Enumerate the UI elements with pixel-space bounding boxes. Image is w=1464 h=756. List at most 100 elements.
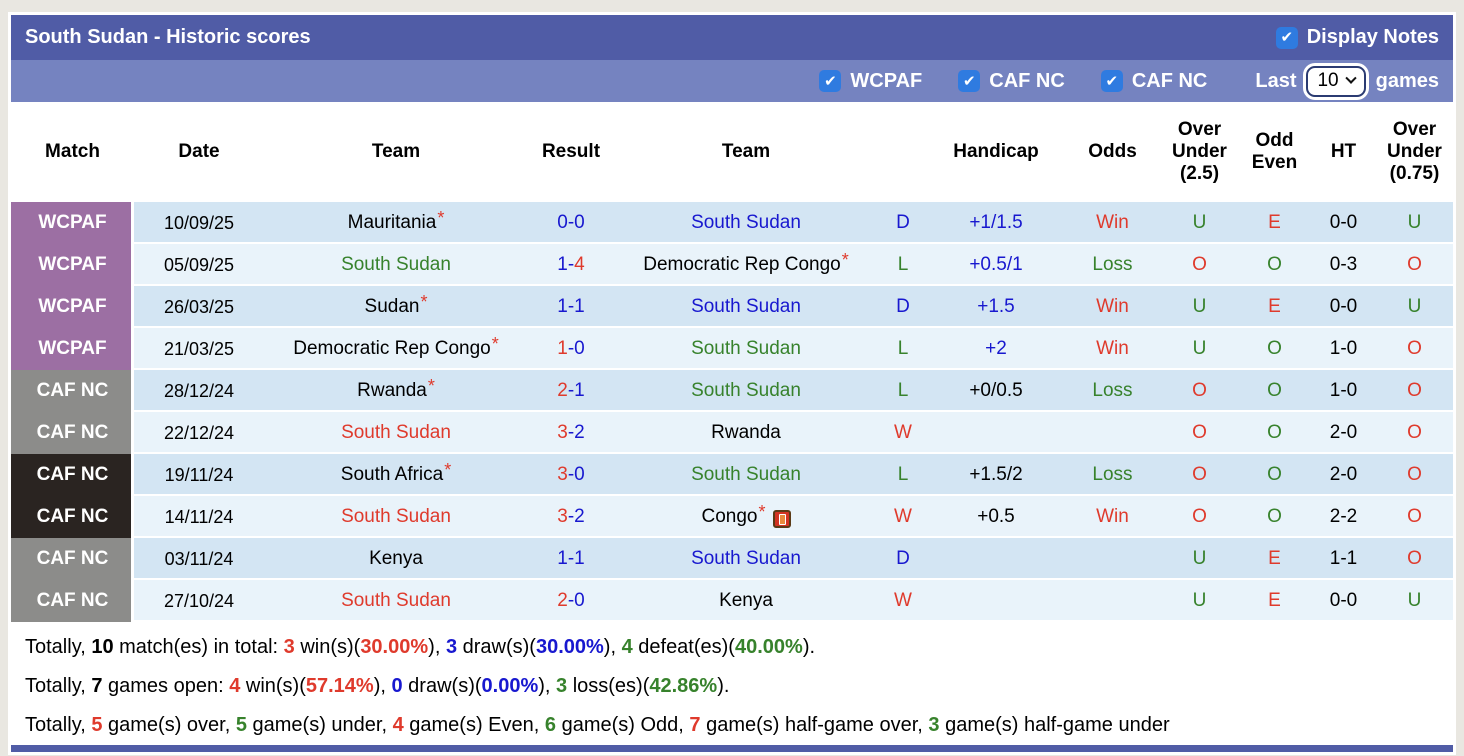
table-row: CAF NC 19/11/24 South Africa * 3-0 South Suda… bbox=[11, 454, 1453, 496]
summary-segment: ). bbox=[717, 675, 730, 697]
summary-segment: game(s) Odd, bbox=[556, 714, 690, 736]
summary-segment: 6 bbox=[544, 714, 557, 736]
away-score: 0 bbox=[574, 212, 585, 233]
away-team-cell: South Sudan bbox=[614, 328, 878, 370]
odd-even-cell: O bbox=[1238, 412, 1311, 454]
red-card-icon bbox=[772, 510, 791, 528]
page-title: South Sudan - Historic scores bbox=[25, 26, 311, 48]
filter-checkbox[interactable]: ✔ bbox=[958, 70, 981, 92]
summary-segment: games open: bbox=[102, 675, 230, 697]
score-dash: - bbox=[567, 548, 575, 569]
over-under-0-75-cell: U bbox=[1376, 286, 1453, 328]
home-score: 3 bbox=[557, 506, 568, 527]
away-score: 2 bbox=[574, 506, 585, 527]
home-score: 1 bbox=[557, 296, 568, 317]
odds-cell: Loss bbox=[1064, 370, 1161, 412]
date-cell: 26/03/25 bbox=[134, 286, 264, 328]
home-team-cell: Rwanda * bbox=[264, 370, 528, 412]
table-row: CAF NC 03/11/24 Kenya 1-1 South Sudan D U E 1-1 O bbox=[11, 538, 1453, 580]
team-name: South Sudan bbox=[341, 590, 451, 611]
filter-wcpaf-0[interactable]: ✔ WCPAF bbox=[819, 70, 922, 93]
over-under-0-75-cell: O bbox=[1376, 538, 1453, 580]
summary-segment: win(s)( bbox=[240, 675, 306, 697]
filter-checkbox[interactable]: ✔ bbox=[819, 70, 842, 92]
home-advantage-star-icon: * bbox=[427, 375, 435, 396]
home-team-cell: Sudan * bbox=[264, 286, 528, 328]
summary-segment: game(s) half-game over, bbox=[700, 714, 929, 736]
summary-segment: 4 bbox=[621, 636, 633, 658]
result-cell: 3-2 bbox=[528, 412, 614, 454]
team-name: Kenya bbox=[719, 590, 773, 611]
result-cell: 2-0 bbox=[528, 580, 614, 622]
home-advantage-star-icon: * bbox=[491, 333, 499, 354]
summary-segment: defeat(es)( bbox=[632, 636, 735, 658]
display-notes-label: Display Notes bbox=[1306, 26, 1439, 48]
result-cell: 1-0 bbox=[528, 328, 614, 370]
date-cell: 22/12/24 bbox=[134, 412, 264, 454]
filter-caf-nc-1[interactable]: ✔ CAF NC bbox=[958, 70, 1065, 93]
col-header-handicap: Handicap bbox=[928, 102, 1064, 202]
home-team-cell: South Sudan bbox=[264, 244, 528, 286]
home-score: 3 bbox=[557, 464, 568, 485]
summary-line-3: Totally, 5 game(s) over, 5 game(s) under… bbox=[25, 706, 1453, 745]
team-name: South Sudan bbox=[691, 296, 801, 317]
over-under-2-5-cell: O bbox=[1161, 412, 1238, 454]
summary-segment: 10 bbox=[91, 636, 114, 658]
historic-scores-panel: South Sudan - Historic scores ✔ Display … bbox=[8, 12, 1456, 755]
next-section-header-partial bbox=[11, 745, 1453, 752]
col-header-away-team: Team bbox=[614, 102, 878, 202]
odd-even-cell: E bbox=[1238, 580, 1311, 622]
last-games-select[interactable]: 10 bbox=[1306, 65, 1366, 97]
summary-line-2: Totally, 7 games open: 4 win(s)(57.14%),… bbox=[25, 667, 1453, 706]
over-under-0-75-cell: O bbox=[1376, 412, 1453, 454]
filter-caf-nc-2[interactable]: ✔ CAF NC bbox=[1100, 69, 1208, 93]
summary-segment: 5 bbox=[91, 714, 103, 736]
summary-segment: 3 bbox=[283, 636, 295, 658]
summary-segment: win(s)( bbox=[294, 636, 361, 658]
ht-cell: 2-0 bbox=[1311, 412, 1376, 454]
summary-segment: 4 bbox=[229, 675, 241, 697]
result-cell: 3-0 bbox=[528, 454, 614, 496]
over-under-2-5-cell: U bbox=[1161, 580, 1238, 622]
team-name: Congo bbox=[701, 506, 758, 527]
ht-cell: 1-0 bbox=[1311, 328, 1376, 370]
away-score: 0 bbox=[574, 338, 585, 359]
filter-label: CAF NC bbox=[1131, 69, 1208, 92]
away-score: 0 bbox=[574, 464, 585, 485]
summary-segment: 7 bbox=[689, 714, 701, 736]
checkmark-icon: ✔ bbox=[962, 72, 976, 90]
away-team-cell: Rwanda bbox=[614, 412, 878, 454]
handicap-cell: +1.5 bbox=[928, 286, 1064, 328]
odds-cell bbox=[1064, 580, 1161, 622]
home-team-cell: South Sudan bbox=[264, 580, 528, 622]
away-team-cell: South Sudan bbox=[614, 202, 878, 244]
summary-segment: Totally, bbox=[25, 675, 92, 697]
date-cell: 10/09/25 bbox=[134, 202, 264, 244]
table-row: CAF NC 14/11/24 South Sudan 3-2 Congo * W +0.5 W… bbox=[11, 496, 1453, 538]
away-team-cell: South Sudan bbox=[614, 454, 878, 496]
table-body: WCPAF 10/09/25 Mauritania * 0-0 South Sudan D +… bbox=[11, 202, 1453, 622]
over-under-0-75-cell: O bbox=[1376, 328, 1453, 370]
summary-segment: ), bbox=[603, 636, 622, 658]
display-notes-toggle[interactable]: ✔ Display Notes bbox=[1275, 26, 1439, 49]
away-team-cell: Kenya bbox=[614, 580, 878, 622]
summary-section: Totally, 10 match(es) in total: 3 win(s)… bbox=[11, 622, 1453, 745]
wdl-cell: D bbox=[878, 286, 928, 328]
handicap-cell: +0.5 bbox=[928, 496, 1064, 538]
summary-segment: match(es) in total: bbox=[113, 636, 284, 658]
team-name: South Sudan bbox=[341, 422, 451, 443]
home-advantage-star-icon: * bbox=[420, 291, 428, 312]
col-header-over-under-2-5: Over Under (2.5) bbox=[1161, 102, 1238, 202]
filter-checkbox[interactable]: ✔ bbox=[1100, 70, 1123, 92]
summary-line-1: Totally, 10 match(es) in total: 3 win(s)… bbox=[25, 628, 1453, 667]
home-score: 1 bbox=[557, 548, 568, 569]
checkmark-icon: ✔ bbox=[1105, 72, 1119, 90]
home-advantage-star-icon: * bbox=[841, 249, 849, 270]
wdl-cell: L bbox=[878, 244, 928, 286]
competition-badge: CAF NC bbox=[11, 412, 134, 454]
display-notes-checkbox[interactable]: ✔ bbox=[1275, 26, 1298, 49]
odds-cell: Loss bbox=[1064, 454, 1161, 496]
team-name: South Sudan bbox=[691, 338, 801, 359]
summary-segment: 4 bbox=[392, 714, 404, 736]
odds-cell: Win bbox=[1064, 328, 1161, 370]
